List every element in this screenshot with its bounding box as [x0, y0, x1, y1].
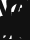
- Bar: [0, 36, 30, 38]
- Text: D: D: [0, 28, 30, 40]
- Polygon shape: [10, 20, 18, 26]
- Text: A: A: [0, 0, 30, 12]
- Text: 11%: 11%: [18, 2, 30, 40]
- Text: R & B: R & B: [18, 1, 30, 40]
- Polygon shape: [6, 20, 11, 28]
- Polygon shape: [10, 20, 15, 28]
- Text: rounded to the nearest degree.: rounded to the nearest degree.: [10, 3, 30, 40]
- Bar: [1, 4, 20, 7]
- Polygon shape: [2, 13, 10, 21]
- Text: B: B: [18, 0, 30, 40]
- Text: E: E: [0, 27, 24, 40]
- Polygon shape: [3, 20, 10, 24]
- Text: 3%: 3%: [1, 0, 30, 40]
- Text: 10%: 10%: [9, 12, 30, 40]
- Text: The circle graph shows the types of music sold during one week at a music store.: The circle graph shows the types of musi…: [1, 1, 30, 40]
- Text: Jazz: Jazz: [1, 0, 30, 40]
- Text: 9%: 9%: [6, 11, 30, 40]
- Text: Country: Country: [9, 11, 30, 40]
- Polygon shape: [10, 13, 18, 20]
- Text: Pop: Pop: [6, 11, 30, 40]
- Text: DAB: DAB: [10, 3, 30, 40]
- Polygon shape: [2, 20, 10, 22]
- Text: G: G: [0, 0, 2, 40]
- Polygon shape: [3, 20, 10, 27]
- Bar: [1, 4, 20, 36]
- Text: 3%: 3%: [1, 0, 30, 40]
- Text: C: C: [16, 0, 30, 40]
- Text: F: F: [0, 24, 20, 40]
- Bar: [0, 36, 30, 40]
- Text: Classical: Classical: [1, 0, 30, 40]
- Text: Find the measure of arc: Find the measure of arc: [1, 3, 30, 40]
- Text: H: H: [0, 0, 2, 40]
